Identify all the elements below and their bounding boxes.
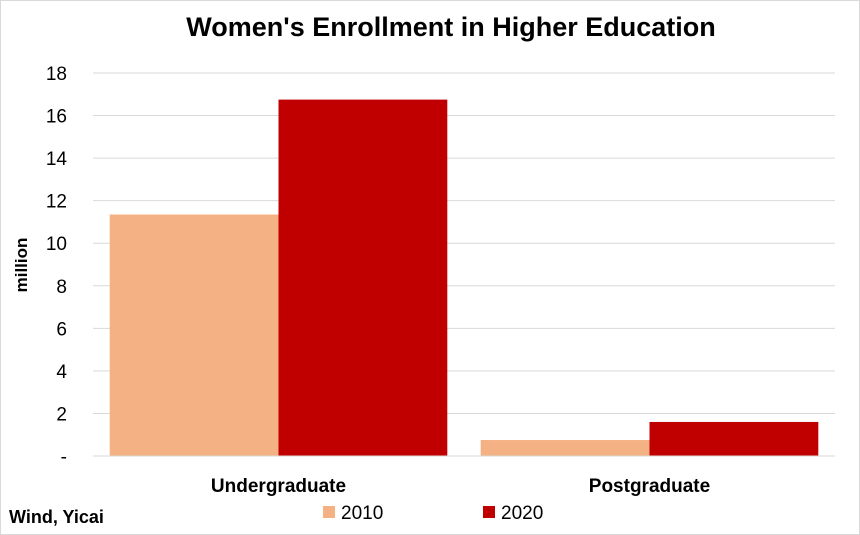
y-tick-label: 10 [46, 234, 67, 255]
bar-2020-undergraduate [278, 99, 448, 456]
bar-2010-undergraduate [109, 214, 279, 456]
y-tick-label: 14 [46, 149, 68, 170]
bar-2020-postgraduate [649, 421, 819, 456]
y-tick-label: 16 [46, 107, 67, 128]
bar-2010-postgraduate [480, 440, 650, 456]
x-tick-label: Undergraduate [211, 476, 346, 497]
y-tick-labels: - 2 4 6 8 10 12 14 16 18 [46, 64, 68, 468]
category-labels: Undergraduate Postgraduate [211, 476, 710, 497]
legend: 2010 2020 [323, 503, 543, 524]
x-tick-label: Postgraduate [589, 476, 710, 497]
legend-swatch [323, 506, 335, 518]
legend-swatch [483, 506, 495, 518]
bars [109, 99, 819, 456]
y-tick-label: 8 [56, 277, 67, 298]
legend-label: 2010 [341, 503, 383, 524]
legend-label: 2020 [501, 503, 543, 524]
chart-title: Women's Enrollment in Higher Education [186, 12, 715, 42]
y-tick-label: 4 [56, 362, 67, 383]
y-tick-label: 18 [46, 64, 67, 85]
y-tick-label: 6 [56, 319, 67, 340]
y-tick-label: 12 [46, 192, 67, 213]
y-tick-label: - [61, 447, 67, 468]
y-axis-label: million [12, 238, 31, 293]
y-tick-label: 2 [56, 404, 67, 425]
source-note: Wind, Yicai [9, 507, 104, 527]
